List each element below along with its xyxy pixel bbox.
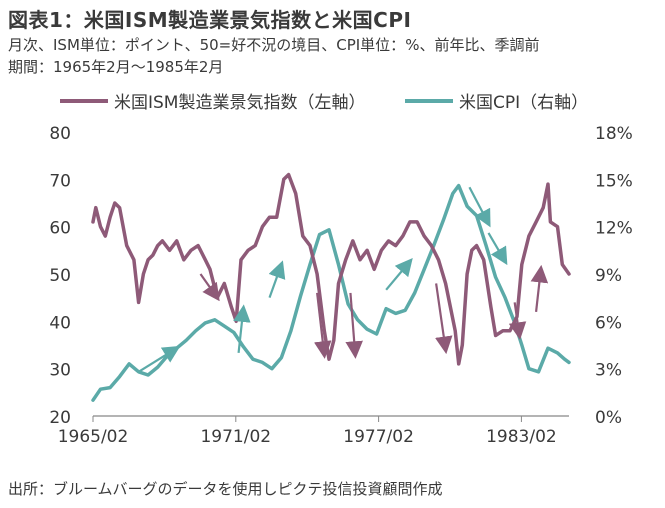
left-axis-tick-label: 30 [49,361,71,381]
right-axis-tick-label: 9% [595,266,622,286]
right-axis-tick-label: 0% [595,408,622,428]
right-axis-tick-label: 3% [595,361,622,381]
series-ism [91,172,571,366]
chart-title: 図表1：米国ISM製造業景気指数と米国CPI [8,8,412,32]
ism-trend-arrow [345,292,363,359]
right-axis-tick-label: 15% [595,171,633,191]
annotation-arrows [138,186,549,373]
chart-legend: 米国ISM製造業景気指数（左軸） 米国CPI（右軸） [60,93,588,113]
legend-label-cpi: 米国CPI（右軸） [459,93,588,113]
source-note: 出所：ブルームバーグのデータを使用しピクテ投信投資顧問作成 [8,480,443,498]
ism-trend-arrow [435,283,453,355]
chart-subtitle-period: 期間：1965年2月～1985年2月 [8,58,224,76]
right-axis-tick-label: 6% [595,313,622,333]
left-axis-tick-label: 80 [49,124,71,144]
cpi-trend-arrow [268,260,286,299]
ism-trend-arrow [314,292,332,359]
cpi-line [91,183,571,402]
x-axis-tick-label: 1977/02 [343,427,414,447]
cpi-trend-arrow [138,345,181,373]
chart-subtitle-units: 月次、ISM単位：ポイント、50=好不況の境目、CPI単位：%、前年比、季調前 [8,36,540,54]
series-cpi [91,183,571,402]
ism-trend-arrow [199,273,220,302]
chart-axes: 20 30 40 50 60 70 80 0% 3% 6% 9% 12% 15% 18% 1965/02 19… [49,124,632,447]
cpi-trend-arrow [487,232,508,266]
left-axis-tick-label: 40 [49,313,71,333]
cpi-trend-arrow [233,304,251,354]
cpi-trend-arrow [385,258,413,291]
right-axis-tick-label: 12% [595,219,633,239]
x-axis-tick-label: 1971/02 [200,427,271,447]
left-axis-tick-label: 50 [49,266,71,286]
x-axis-tick-label: 1965/02 [58,427,129,447]
ism-trend-arrow [530,264,549,312]
ism-trend-arrow [508,302,527,340]
left-axis-tick-label: 70 [49,171,71,191]
ism-line [91,172,571,366]
right-axis-tick-label: 18% [595,124,633,144]
cpi-trend-arrow [468,186,491,228]
left-axis-tick-label: 20 [49,408,71,428]
x-axis-tick-label: 1983/02 [486,427,557,447]
left-axis-tick-label: 60 [49,219,71,239]
legend-label-ism: 米国ISM製造業景気指数（左軸） [114,93,365,113]
